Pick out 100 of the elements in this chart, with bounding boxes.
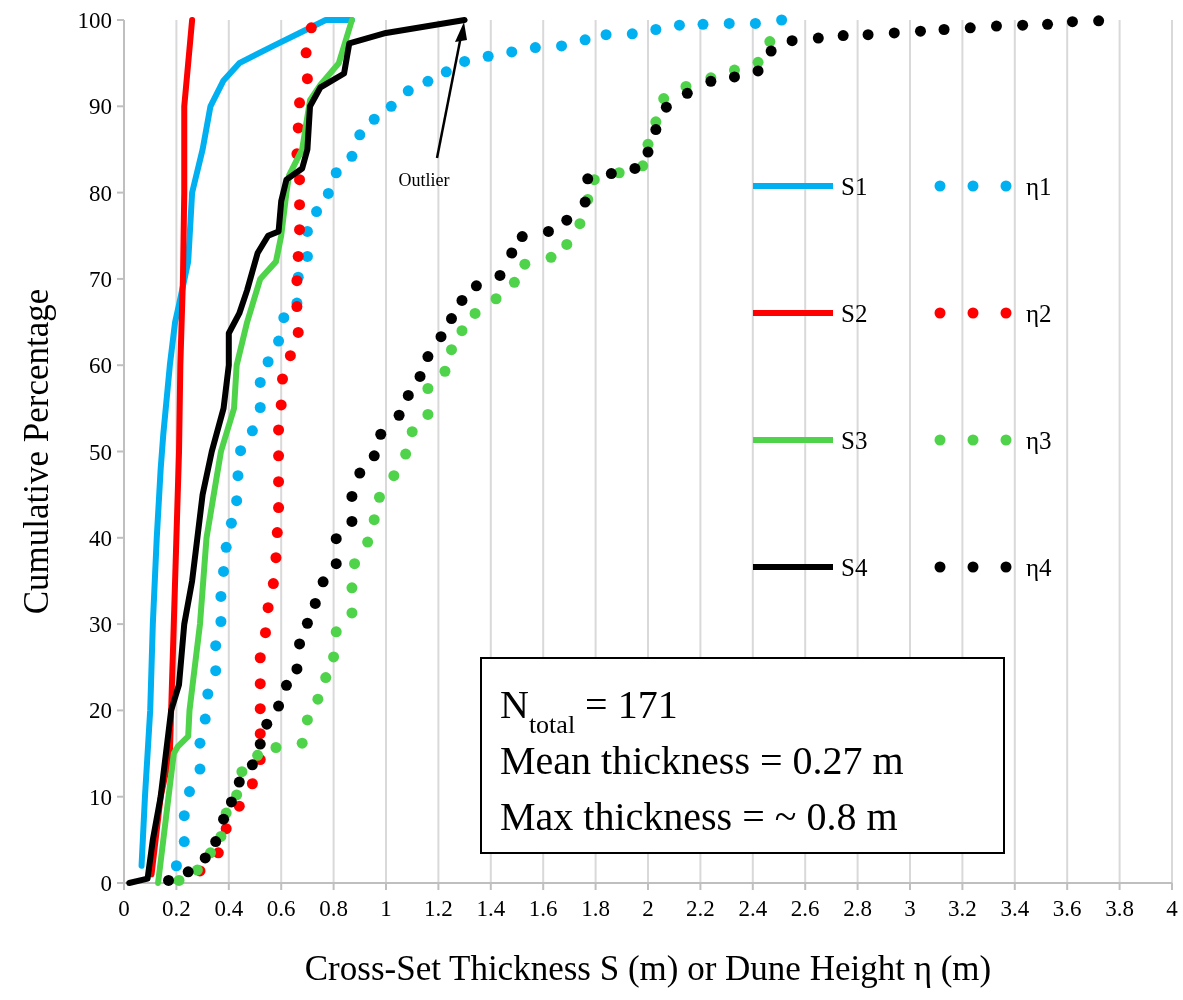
point — [254, 652, 266, 664]
point — [373, 491, 385, 503]
point — [254, 678, 266, 690]
point — [215, 616, 227, 628]
point — [210, 640, 222, 652]
point — [626, 28, 638, 40]
annotation: Outlier — [398, 170, 450, 190]
y-tick-label: 10 — [89, 784, 112, 810]
point — [235, 445, 247, 457]
point — [194, 763, 206, 775]
x-tick-label: 1 — [380, 896, 392, 921]
legend-label: η3 — [1026, 427, 1052, 454]
point — [508, 276, 520, 288]
x-tick-label: 3.2 — [948, 896, 977, 921]
x-tick-label: 2.8 — [843, 896, 872, 921]
point — [236, 766, 248, 778]
point — [246, 425, 258, 437]
x-tick-label: 3.4 — [1000, 896, 1030, 921]
y-tick-label: 20 — [89, 698, 112, 724]
point — [600, 29, 612, 41]
point — [422, 383, 434, 394]
legend-label: S2 — [841, 300, 868, 327]
point — [178, 836, 190, 848]
point — [579, 34, 591, 46]
point — [294, 97, 306, 109]
point — [346, 607, 358, 619]
y-tick-label: 30 — [89, 612, 112, 638]
point — [349, 558, 361, 570]
annotation: Mean thickness = 0.27 m — [500, 738, 904, 783]
point — [650, 23, 662, 35]
legend-label: S1 — [841, 173, 868, 200]
point — [456, 325, 468, 337]
annotation: N$_{total}$ = 171 — [500, 682, 678, 739]
point — [300, 47, 312, 59]
point — [254, 401, 266, 413]
point — [291, 275, 303, 287]
y-tick-label: 60 — [89, 353, 112, 379]
point — [294, 224, 306, 236]
point — [262, 602, 274, 614]
y-tick-label: 0 — [100, 871, 112, 896]
point — [173, 874, 185, 886]
point — [294, 174, 306, 186]
point — [440, 66, 452, 78]
point — [354, 129, 366, 141]
x-tick-label: 0.6 — [266, 896, 296, 921]
point — [330, 167, 342, 179]
point — [294, 199, 306, 211]
point — [273, 476, 285, 488]
point — [194, 737, 206, 749]
point — [233, 800, 245, 812]
point — [262, 356, 274, 368]
point — [388, 470, 400, 482]
point — [328, 651, 340, 663]
point — [556, 40, 568, 52]
point — [697, 18, 709, 30]
point — [273, 502, 285, 514]
point — [346, 582, 358, 594]
point — [296, 737, 308, 749]
point — [519, 258, 531, 270]
point — [252, 749, 264, 761]
point — [673, 19, 685, 31]
annotation: Max thickness = ~ 0.8 m — [500, 794, 898, 839]
point — [273, 424, 285, 436]
point — [292, 250, 304, 262]
x-tick-label: 1.8 — [581, 896, 610, 921]
point — [764, 36, 776, 48]
point — [291, 301, 303, 313]
point — [561, 238, 573, 250]
point — [482, 50, 494, 62]
x-tick-label: 0.8 — [319, 896, 348, 921]
point — [292, 326, 304, 338]
point — [422, 75, 434, 87]
point — [254, 703, 266, 715]
point — [199, 713, 211, 725]
point — [254, 376, 266, 388]
point — [439, 365, 451, 377]
point — [320, 672, 332, 684]
x-tick-label: 0.2 — [162, 896, 191, 921]
point — [259, 627, 271, 639]
point — [459, 55, 471, 67]
legend-label: S3 — [841, 427, 868, 454]
point — [362, 536, 374, 548]
point — [776, 14, 788, 26]
point — [246, 778, 258, 790]
x-tick-label: 3.8 — [1105, 896, 1134, 921]
point — [406, 426, 418, 438]
point — [232, 470, 244, 482]
point — [270, 742, 282, 754]
point — [267, 578, 279, 590]
y-tick-label: 40 — [89, 525, 112, 551]
y-tick-label: 50 — [89, 439, 112, 465]
legend-label: S4 — [841, 554, 868, 581]
point — [231, 495, 243, 507]
point — [278, 312, 290, 324]
point — [658, 93, 670, 105]
point — [271, 527, 283, 539]
point — [402, 85, 414, 97]
point — [368, 113, 380, 125]
point — [277, 373, 289, 385]
y-tick-label: 80 — [89, 180, 112, 206]
